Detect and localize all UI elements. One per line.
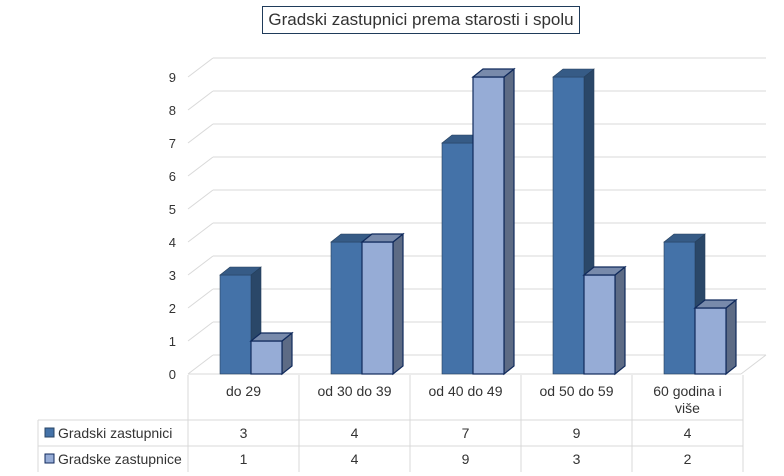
bar-front: [219, 274, 252, 375]
data-label: 4: [351, 451, 359, 467]
bar-top: [219, 266, 262, 276]
gridline-side: [187, 57, 214, 78]
gridline-side: [187, 156, 214, 177]
floor-edge-right: [740, 354, 767, 375]
bar-front: [361, 241, 394, 375]
data-label: 9: [462, 451, 470, 467]
y-tick-label: 3: [169, 268, 176, 283]
gridline-side: [187, 123, 214, 144]
data-label: 1: [240, 451, 248, 467]
gridline-side: [187, 189, 214, 210]
y-tick-label: 2: [169, 301, 176, 316]
bar-top: [249, 332, 294, 342]
bar-front: [552, 76, 585, 375]
bar-side: [614, 265, 626, 376]
bar-top: [552, 68, 595, 78]
gridline-side: [187, 354, 214, 375]
bar-front: [330, 241, 363, 375]
bar: [249, 331, 294, 376]
data-label: 7: [462, 425, 470, 441]
gridline-side: [187, 255, 214, 276]
bar-side: [392, 232, 404, 376]
data-label: 3: [573, 451, 581, 467]
y-axis-ticks: 0 1 2 3 4 5 6 7 8 9: [169, 70, 176, 382]
bar-front: [472, 76, 505, 375]
bar-front: [663, 241, 696, 375]
y-tick-label: 6: [169, 169, 176, 184]
bar-top: [360, 233, 405, 243]
y-tick-label: 1: [169, 334, 176, 349]
data-label: 2: [684, 451, 692, 467]
x-tick-label: od 40 do 49: [429, 383, 503, 399]
x-tick-label: od 50 do 59: [540, 383, 614, 399]
bar-top: [663, 233, 706, 243]
data-label: 4: [684, 425, 692, 441]
bar-side: [503, 67, 515, 376]
legend-label: Gradske zastupnice: [58, 451, 182, 467]
bar: [582, 265, 627, 376]
x-tick-label: do 29: [226, 383, 261, 399]
y-tick-label: 8: [169, 103, 176, 118]
data-label: 3: [240, 425, 248, 441]
legend-label: Gradski zastupnici: [58, 425, 172, 441]
bar-front: [441, 142, 474, 375]
bar-top: [582, 266, 627, 276]
bar-top: [471, 68, 516, 78]
bar-front: [694, 307, 727, 375]
gridline-side: [187, 222, 214, 243]
y-tick-label: 5: [169, 202, 176, 217]
bar: [360, 232, 405, 376]
bars: [219, 67, 738, 376]
bar: [693, 298, 738, 376]
legend-key: [44, 427, 55, 438]
gridline-side: [187, 90, 214, 111]
gridline-side: [187, 288, 214, 309]
bar: [471, 67, 516, 376]
y-tick-label: 7: [169, 136, 176, 151]
x-tick-label: od 30 do 39: [318, 383, 392, 399]
legend-key: [44, 453, 55, 464]
data-table: do 29 od 30 do 39 od 40 do 49 od 50 do 59 60…: [37, 375, 744, 472]
y-tick-label: 0: [169, 367, 176, 382]
bar-top: [693, 299, 738, 309]
bar-side: [725, 298, 737, 376]
bar-front: [583, 274, 616, 375]
bar-front: [250, 340, 283, 375]
data-label: 4: [351, 425, 359, 441]
data-label: 9: [573, 425, 581, 441]
x-tick-label: 60 godina i više: [653, 383, 722, 416]
y-tick-label: 9: [169, 70, 176, 85]
chart-title: Gradski zastupnici prema starosti i spol…: [262, 6, 580, 34]
gridline-side: [187, 321, 214, 342]
y-tick-label: 4: [169, 235, 176, 250]
